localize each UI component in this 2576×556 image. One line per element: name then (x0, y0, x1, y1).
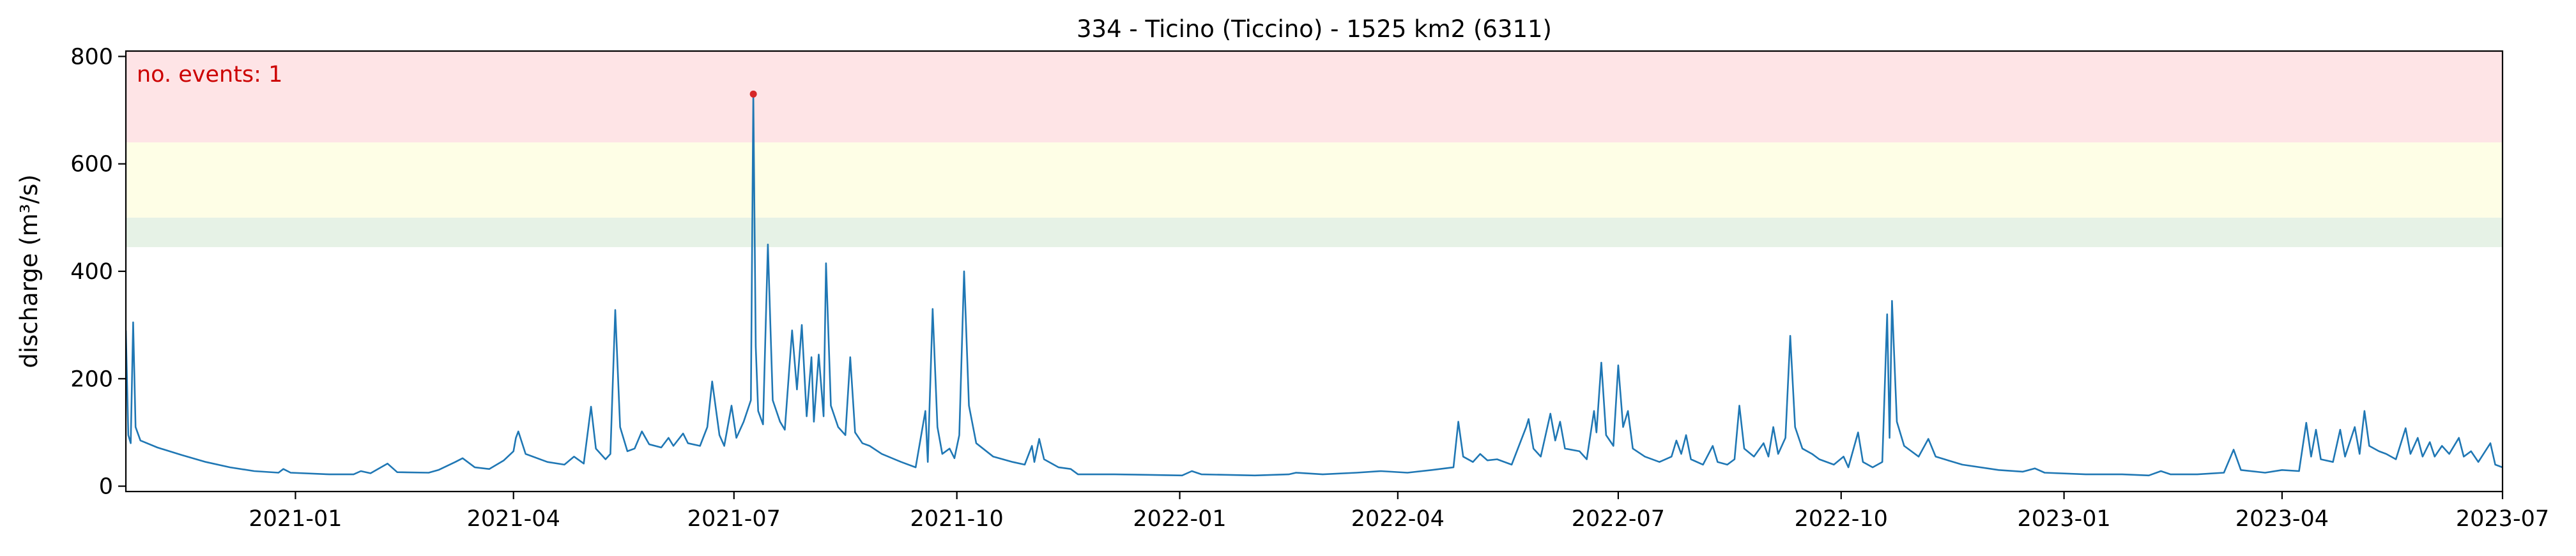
x-axis: 2021-01 2021-04 2021-07 2021-10 2022-01 2022-… (249, 492, 2549, 532)
chart-title: 334 - Ticino (Ticcino) - 1525 km2 (6311) (1077, 15, 1552, 43)
threshold-band-high (126, 51, 2503, 143)
series-layer (126, 93, 2503, 477)
x-tick-label: 2022-10 (1795, 506, 1888, 532)
x-tick-label: 2022-04 (1351, 506, 1445, 532)
events-count-annotation: no. events: 1 (137, 62, 282, 87)
x-tick-label: 2021-07 (687, 506, 781, 532)
y-tick-label: 0 (99, 474, 113, 500)
x-tick-label: 2022-07 (1572, 506, 1665, 532)
y-tick-label: 800 (70, 44, 113, 70)
x-tick-label: 2021-10 (910, 506, 1004, 532)
y-tick-label: 200 (70, 366, 113, 392)
threshold-bands (126, 51, 2503, 248)
event-marker (749, 90, 757, 98)
y-tick-label: 600 (70, 152, 113, 177)
x-tick-label: 2021-04 (467, 506, 560, 532)
discharge-series-line (126, 93, 2503, 477)
x-tick-label: 2022-01 (1133, 506, 1226, 532)
x-tick-label: 2023-01 (2018, 506, 2111, 532)
threshold-band-low (126, 217, 2503, 248)
x-tick-label: 2023-04 (2235, 506, 2329, 532)
events-layer (749, 90, 757, 98)
x-tick-label: 2021-01 (249, 506, 342, 532)
y-tick-label: 400 (70, 259, 113, 285)
y-axis-label: discharge (m³/s) (15, 174, 43, 368)
threshold-band-medium (126, 142, 2503, 218)
x-tick-label: 2023-07 (2456, 506, 2549, 532)
y-axis: 0 200 400 600 800 (70, 44, 126, 500)
